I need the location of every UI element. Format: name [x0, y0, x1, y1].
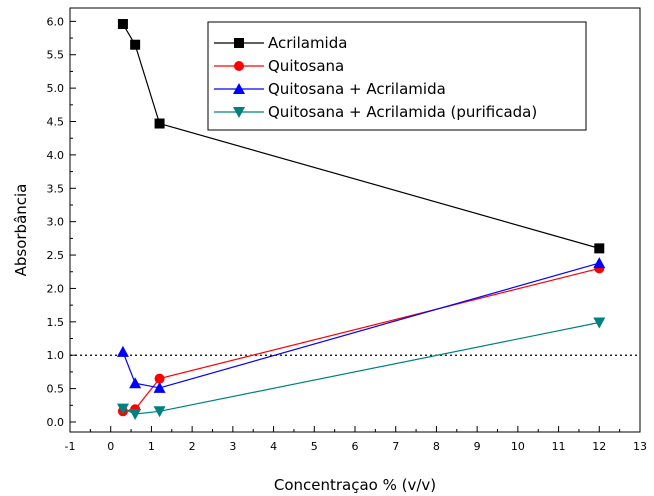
legend-marker	[233, 83, 245, 94]
legend: Acrilamida Quitosana Quitosana + Acrilamid…	[207, 21, 587, 131]
y-tick-label: 2.0	[47, 282, 65, 295]
y-tick-label: 4.5	[47, 116, 65, 129]
x-tick-label: 6	[352, 440, 359, 453]
y-tick-label: 5.5	[47, 49, 65, 62]
legend-box	[207, 21, 587, 131]
data-point	[593, 257, 606, 269]
x-tick-label: 4	[270, 440, 277, 453]
series-line	[122, 23, 600, 249]
series-group	[116, 19, 606, 420]
x-tick-label: -1	[65, 440, 76, 453]
x-tick-label: 12	[592, 440, 606, 453]
data-point	[153, 406, 166, 418]
data-point	[116, 403, 129, 415]
data-point	[153, 381, 166, 393]
y-tick-label: 4.0	[47, 149, 65, 162]
data-point	[116, 345, 129, 357]
legend-marker	[234, 61, 244, 71]
y-axis-label: Absorbância	[12, 184, 30, 277]
data-point	[594, 243, 605, 254]
y-tick-label: 5.0	[47, 82, 65, 95]
series-line	[122, 321, 600, 415]
axis-ticks: -1 0 1 2 3 4 5 6 7 8 9 10 11 12 130.00.51.01.52.02.53.…	[47, 15, 648, 453]
x-tick-label: 9	[474, 440, 481, 453]
legend-label: Quitosana + Acrilamida (purificada)	[268, 103, 537, 121]
x-tick-label: 13	[633, 440, 647, 453]
y-tick-label: 6.0	[47, 15, 65, 28]
legend-label: Quitosana + Acrilamida	[268, 80, 446, 98]
data-point	[154, 373, 165, 384]
y-tick-label: 0.0	[47, 416, 65, 429]
y-tick-label: 0.5	[47, 383, 65, 396]
x-tick-label: 8	[433, 440, 440, 453]
x-tick-label: 10	[511, 440, 525, 453]
data-point	[117, 19, 128, 30]
legend-marker	[234, 38, 244, 48]
y-tick-label: 3.5	[47, 182, 65, 195]
x-tick-label: 0	[107, 440, 114, 453]
data-point	[593, 317, 606, 329]
x-tick-label: 7	[392, 440, 399, 453]
data-point	[129, 408, 142, 420]
series-line	[122, 267, 600, 412]
data-point	[129, 377, 142, 389]
x-tick-label: 1	[148, 440, 155, 453]
x-tick-label: 5	[311, 440, 318, 453]
x-tick-label: 3	[229, 440, 236, 453]
data-point	[154, 118, 165, 129]
legend-marker	[233, 107, 245, 118]
y-tick-label: 1.5	[47, 316, 65, 329]
y-tick-label: 3.0	[47, 216, 65, 229]
x-tick-label: 11	[552, 440, 566, 453]
y-tick-label: 1.0	[47, 349, 65, 362]
x-tick-label: 2	[189, 440, 196, 453]
legend-label: Acrilamida	[268, 34, 347, 52]
data-point	[130, 39, 141, 50]
y-tick-label: 2.5	[47, 249, 65, 262]
x-axis-label: Concentraçao % (v/v)	[274, 476, 436, 494]
legend-label: Quitosana	[268, 57, 344, 75]
series-line	[122, 262, 600, 389]
